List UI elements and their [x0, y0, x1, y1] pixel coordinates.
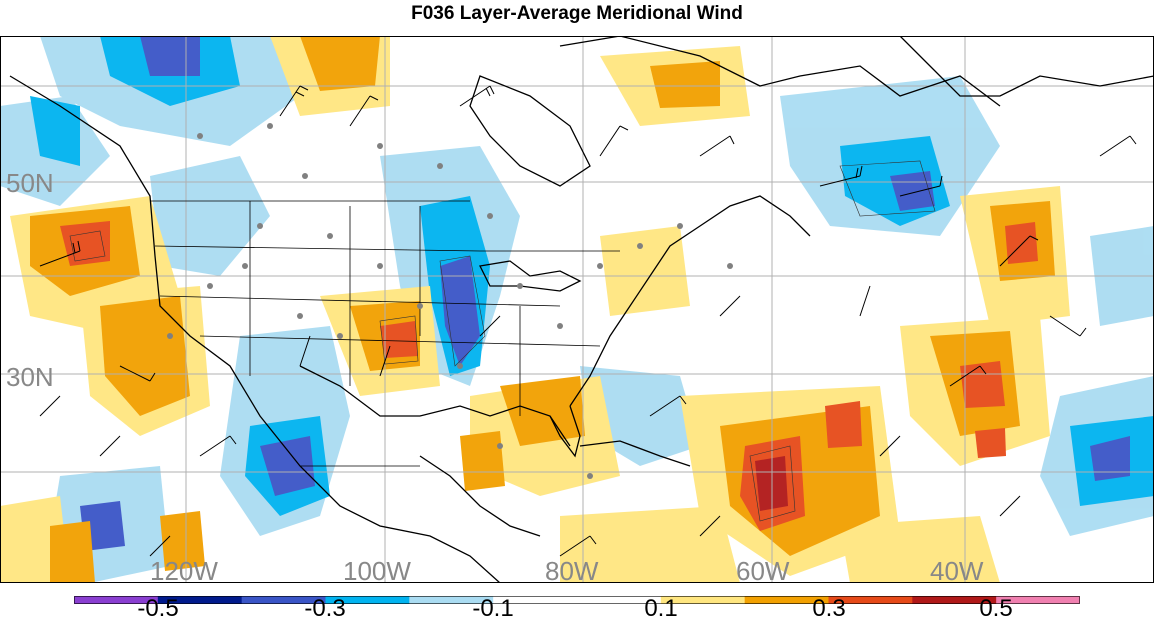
colorbar-segment — [828, 596, 913, 604]
shade-red — [975, 428, 1006, 458]
shade-red — [960, 361, 1005, 408]
colorbar-segment — [996, 596, 1081, 604]
wind-barbs — [39, 85, 1137, 557]
shade-orange — [300, 36, 380, 91]
shade-dark-blue — [440, 256, 480, 366]
great-lakes — [479, 260, 582, 292]
lat-lon-grid — [0, 36, 1154, 583]
colorbar-segment — [912, 596, 997, 604]
colorbar-segment — [577, 596, 662, 604]
lon-label-100w: 100W — [343, 556, 411, 583]
hudson-bay — [469, 75, 591, 187]
colorbar-tick-label: -0.3 — [304, 595, 346, 622]
shade-yellow — [560, 506, 740, 583]
shade-orange — [160, 511, 205, 571]
colorbar-segment — [325, 596, 410, 604]
shade-yellow — [600, 226, 690, 316]
colorbar-tick-label: -0.1 — [472, 595, 514, 622]
colorbar-tick-label: 0.1 — [644, 595, 678, 622]
shade-dark-blue — [140, 36, 200, 76]
colorbar — [74, 591, 1081, 604]
arctic-islands — [559, 36, 1001, 107]
meridional-wind-map: 50N 30N 120W 100W 80W 60W 40W — [0, 36, 1154, 583]
colorbar-tick-label: 0.5 — [979, 595, 1013, 622]
greenland-coast — [899, 36, 1154, 97]
shade-orange — [100, 296, 190, 416]
shade-dark-blue — [1090, 436, 1130, 481]
central-america — [419, 455, 541, 537]
lon-label-120w: 120W — [150, 556, 218, 583]
west-coast — [9, 75, 501, 583]
shade-red — [60, 221, 110, 266]
shade-dark-blue — [890, 171, 935, 211]
station-markers — [167, 123, 733, 479]
shade-yellow — [840, 516, 1000, 583]
contour-lines — [69, 160, 936, 522]
shade-blue — [30, 96, 80, 166]
lat-labels: 50N 30N — [6, 168, 54, 392]
lon-label-80w: 80W — [545, 556, 599, 583]
shade-orange — [650, 61, 720, 108]
shade-orange — [50, 521, 95, 583]
shade-orange — [500, 376, 585, 446]
colorbar-labels: -0.5 -0.3 -0.1 0.1 0.3 0.5 — [0, 596, 1154, 622]
lon-label-40w: 40W — [930, 556, 984, 583]
gulf-coast — [299, 365, 571, 447]
shade-red — [1005, 222, 1038, 264]
lat-label-30n: 30N — [6, 362, 54, 392]
colorbar-tick-label: 0.3 — [812, 595, 846, 622]
colorbar-segment — [744, 596, 829, 604]
map-title: F036 Layer-Average Meridional Wind — [411, 3, 743, 24]
cuba — [579, 440, 691, 467]
florida — [549, 405, 581, 458]
colorbar-tick-label: -0.5 — [137, 595, 179, 622]
state-borders — [150, 200, 620, 467]
shade-red — [825, 401, 862, 448]
east-coast — [569, 195, 811, 407]
colorbar-segment — [493, 596, 578, 604]
shade-orange — [460, 431, 505, 491]
colorbar-segment — [241, 596, 326, 604]
colorbar-segment — [660, 596, 746, 604]
lat-label-50n: 50N — [6, 168, 54, 198]
colorbar-segment — [74, 596, 159, 604]
lon-labels: 120W 100W 80W 60W 40W — [150, 556, 984, 583]
colorbar-segment — [409, 596, 494, 604]
colorbar-border — [74, 596, 1080, 604]
lon-label-60w: 60W — [736, 556, 790, 583]
colorbar-segment — [157, 596, 243, 604]
coastlines — [9, 36, 1154, 583]
shade-dark-blue — [260, 436, 315, 496]
shade-red — [380, 321, 418, 358]
